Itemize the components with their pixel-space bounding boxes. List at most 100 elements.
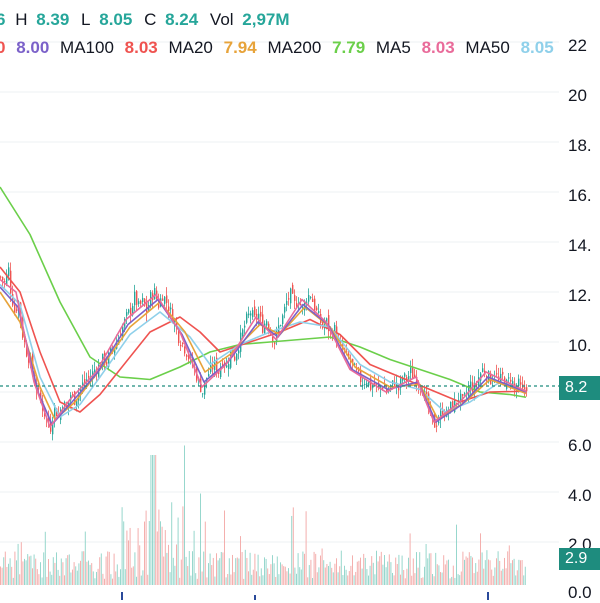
candle-body bbox=[264, 323, 266, 334]
volume-bar bbox=[416, 552, 417, 585]
volume-bar bbox=[484, 560, 486, 585]
candle-body bbox=[16, 309, 18, 312]
volume-bar bbox=[331, 567, 333, 585]
volume-bar bbox=[196, 578, 198, 585]
volume-bar bbox=[504, 557, 505, 585]
volume-bar bbox=[14, 551, 16, 585]
candle-body bbox=[216, 357, 218, 373]
volume-bar bbox=[344, 565, 345, 585]
volume-bar bbox=[456, 524, 457, 585]
volume-bar bbox=[3, 557, 5, 585]
volume-bar bbox=[320, 555, 321, 585]
volume-bar bbox=[48, 559, 49, 585]
volume-bar bbox=[292, 507, 294, 585]
volume-bar bbox=[228, 558, 230, 585]
candle-body bbox=[254, 306, 256, 316]
volume-bar bbox=[107, 551, 109, 585]
volume-bar bbox=[155, 455, 157, 585]
volume-bar bbox=[348, 571, 350, 585]
volume-bar bbox=[115, 571, 117, 585]
volume-bar bbox=[355, 571, 357, 585]
candle-body bbox=[500, 373, 502, 382]
volume-bar bbox=[60, 558, 62, 585]
candle-body bbox=[300, 303, 302, 305]
candle-body bbox=[364, 383, 366, 385]
volume-bar bbox=[464, 559, 465, 585]
volume-bar bbox=[163, 556, 165, 585]
open-value: 6 bbox=[0, 10, 6, 29]
volume-bar bbox=[289, 573, 291, 585]
candle-body bbox=[372, 386, 374, 389]
volume-bar bbox=[24, 558, 25, 585]
volume-bar bbox=[321, 548, 323, 585]
volume-bar bbox=[457, 574, 459, 585]
price-axis-tick: 18. bbox=[568, 136, 592, 155]
volume-bar bbox=[512, 560, 513, 585]
volume-bar bbox=[521, 560, 523, 585]
volume-bar bbox=[404, 578, 406, 585]
volume-bar bbox=[67, 555, 69, 585]
volume-bar bbox=[222, 552, 224, 585]
price-axis-tick: 10. bbox=[568, 336, 592, 355]
volume-bar bbox=[4, 551, 6, 585]
volume-bar bbox=[174, 565, 176, 585]
volume-bar bbox=[145, 510, 147, 585]
candle-body bbox=[118, 338, 120, 345]
volume-bar bbox=[424, 566, 425, 585]
volume-bar bbox=[307, 577, 309, 585]
volume-bar bbox=[492, 575, 494, 585]
candle-body bbox=[128, 309, 130, 313]
candle-body bbox=[368, 381, 370, 386]
candle-body bbox=[322, 319, 324, 328]
candle-body bbox=[396, 382, 398, 387]
candle-body bbox=[226, 365, 228, 368]
volume-bar bbox=[264, 557, 265, 585]
volume-bar bbox=[244, 549, 246, 585]
close-label: C bbox=[144, 10, 157, 29]
candle-body bbox=[438, 421, 440, 424]
candle-body bbox=[84, 378, 86, 383]
candle-body bbox=[336, 326, 338, 342]
volume-bar bbox=[444, 564, 446, 585]
volume-bar bbox=[91, 563, 93, 585]
volume-bar bbox=[27, 554, 29, 585]
volume-bar bbox=[57, 569, 59, 585]
volume-bar bbox=[502, 568, 504, 585]
ma5-value: 8.03 bbox=[421, 38, 455, 57]
candle-body bbox=[14, 305, 16, 314]
volume-bar bbox=[278, 574, 280, 585]
volume-bar bbox=[406, 568, 408, 585]
candle-body bbox=[178, 330, 180, 344]
volume-bar bbox=[428, 553, 430, 585]
volume-bar bbox=[496, 558, 497, 585]
candle-body bbox=[76, 399, 78, 407]
volume-bar bbox=[36, 569, 38, 585]
volume-bar bbox=[35, 558, 37, 585]
volume-bar bbox=[508, 545, 510, 585]
volume-bar bbox=[347, 575, 349, 585]
volume-bar bbox=[366, 569, 368, 585]
volume-bar bbox=[212, 557, 214, 585]
volume-bar bbox=[49, 571, 51, 585]
volume-bar bbox=[131, 567, 133, 585]
volume-bar bbox=[193, 530, 195, 585]
volume-bar bbox=[169, 572, 171, 585]
volume-bar bbox=[182, 506, 184, 585]
volume-bar bbox=[68, 554, 70, 585]
candle-body bbox=[410, 367, 412, 374]
candle-body bbox=[404, 373, 406, 377]
volume-bar bbox=[361, 568, 363, 585]
candle-body bbox=[56, 408, 58, 417]
volume-bar bbox=[518, 559, 520, 585]
volume-bar bbox=[148, 521, 150, 585]
volume-bar bbox=[238, 558, 240, 585]
volume-bar bbox=[476, 571, 478, 585]
volume-bar bbox=[256, 571, 257, 585]
volume-bar bbox=[185, 556, 187, 585]
volume-bar bbox=[276, 556, 278, 585]
volume-bar bbox=[201, 571, 203, 585]
candle-body bbox=[88, 375, 90, 378]
volume-bar bbox=[1, 567, 3, 585]
